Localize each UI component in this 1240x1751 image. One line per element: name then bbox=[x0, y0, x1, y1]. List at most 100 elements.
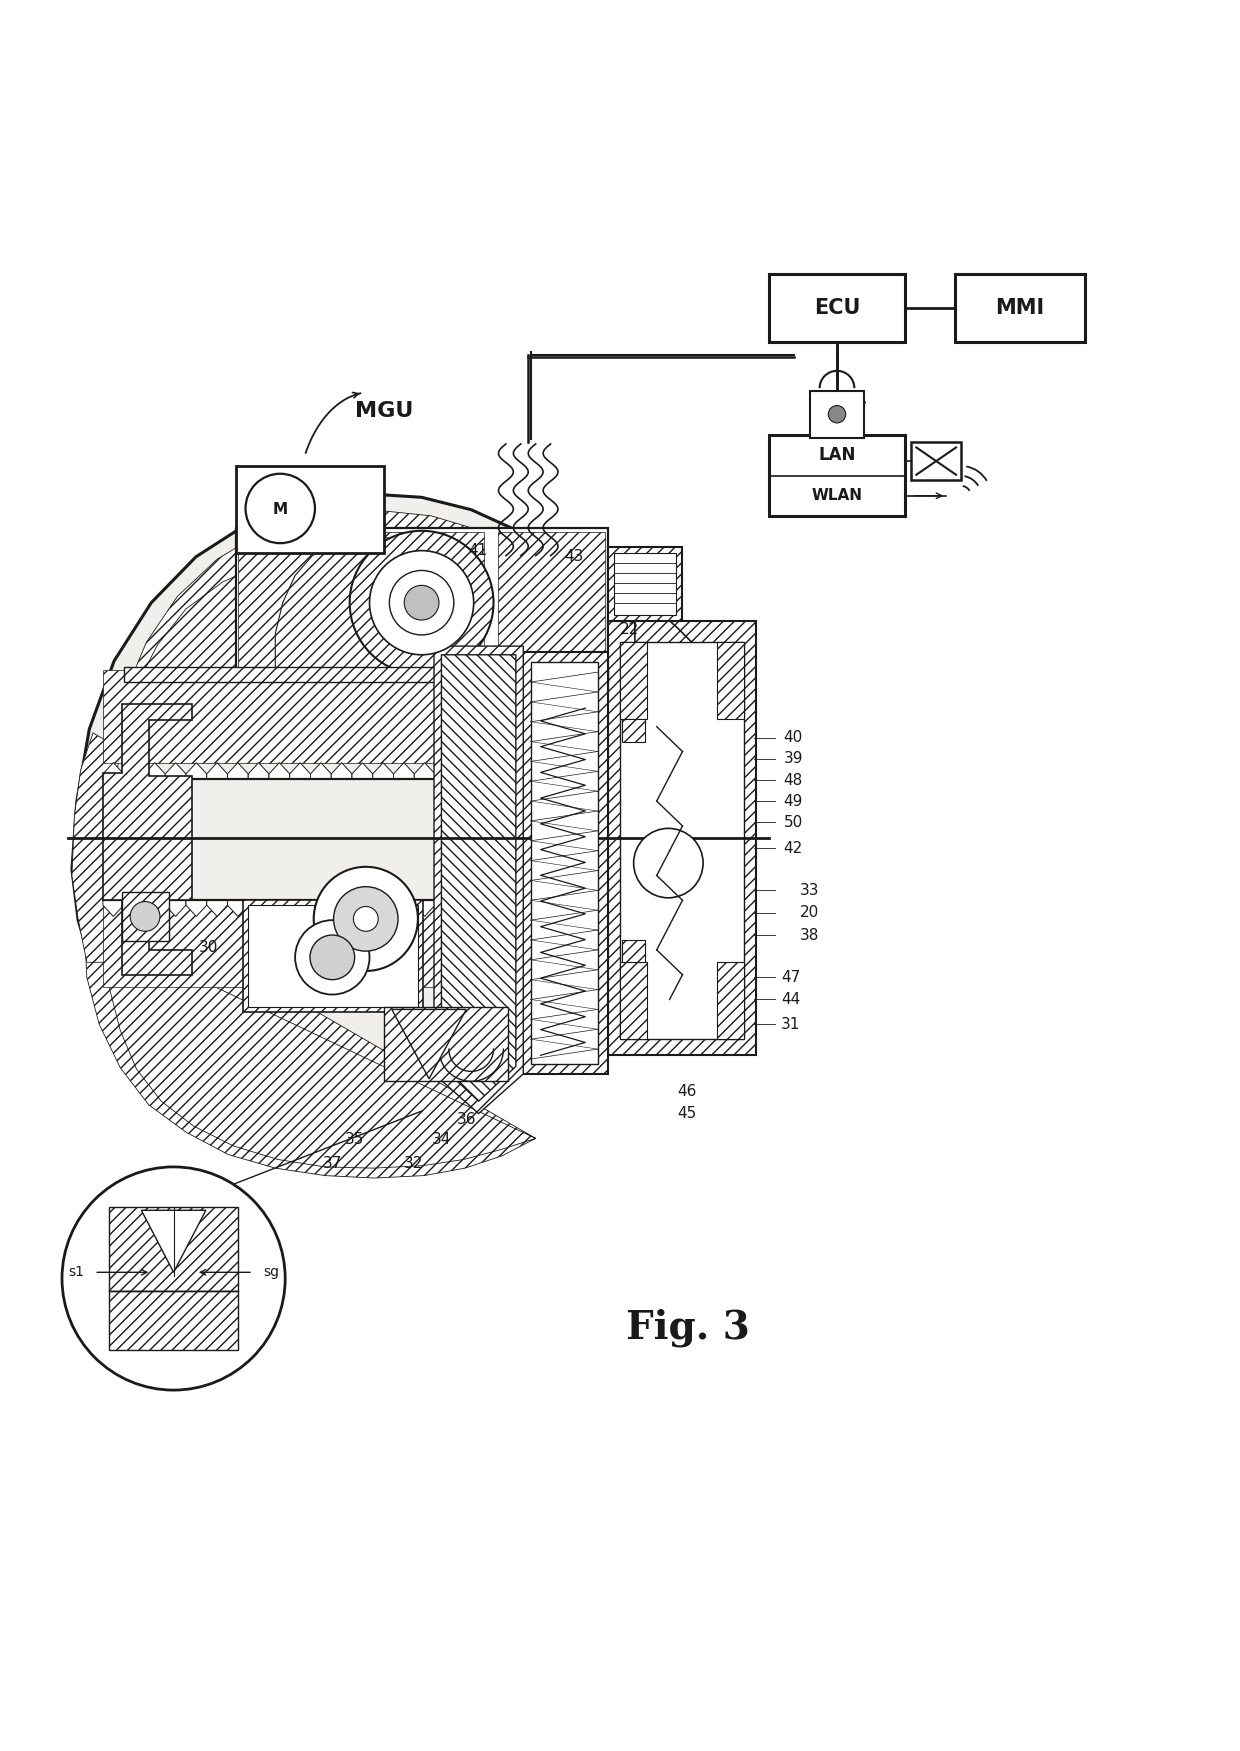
Polygon shape bbox=[456, 763, 476, 779]
Polygon shape bbox=[207, 763, 227, 779]
Polygon shape bbox=[393, 763, 414, 779]
Bar bbox=[717, 643, 744, 720]
Text: WLAN: WLAN bbox=[811, 489, 863, 503]
Text: 20: 20 bbox=[800, 905, 820, 921]
Polygon shape bbox=[518, 900, 539, 916]
Circle shape bbox=[350, 531, 494, 674]
Text: 34: 34 bbox=[432, 1133, 451, 1147]
Circle shape bbox=[246, 475, 315, 543]
Text: 33: 33 bbox=[800, 883, 820, 898]
Bar bbox=[622, 720, 645, 742]
Bar bbox=[614, 553, 676, 615]
Polygon shape bbox=[435, 900, 456, 916]
Text: 47: 47 bbox=[781, 970, 801, 984]
Text: 36: 36 bbox=[456, 1112, 476, 1128]
Polygon shape bbox=[373, 900, 393, 916]
Bar bbox=[521, 653, 608, 1073]
Bar bbox=[103, 669, 580, 763]
Circle shape bbox=[130, 902, 160, 932]
Circle shape bbox=[62, 1166, 285, 1390]
Polygon shape bbox=[290, 900, 310, 916]
Polygon shape bbox=[352, 900, 373, 916]
Bar bbox=[769, 436, 905, 517]
Bar bbox=[384, 1007, 508, 1082]
Text: ECU: ECU bbox=[813, 298, 861, 319]
Circle shape bbox=[828, 406, 846, 424]
Polygon shape bbox=[352, 763, 373, 779]
Polygon shape bbox=[124, 900, 144, 916]
Bar bbox=[124, 667, 608, 683]
Bar bbox=[243, 900, 423, 1012]
Bar bbox=[810, 390, 864, 438]
Bar bbox=[622, 940, 645, 963]
Polygon shape bbox=[518, 763, 539, 779]
Text: 22: 22 bbox=[620, 622, 640, 637]
Polygon shape bbox=[310, 763, 331, 779]
Circle shape bbox=[634, 828, 703, 898]
Bar bbox=[769, 275, 905, 341]
Bar bbox=[236, 466, 384, 553]
Polygon shape bbox=[393, 900, 414, 916]
Text: 40: 40 bbox=[784, 730, 804, 746]
Polygon shape bbox=[290, 763, 310, 779]
Polygon shape bbox=[141, 1210, 206, 1273]
Bar bbox=[620, 963, 647, 1038]
Text: 31: 31 bbox=[781, 1017, 801, 1031]
Circle shape bbox=[310, 935, 355, 979]
Polygon shape bbox=[72, 494, 723, 1058]
Polygon shape bbox=[186, 763, 207, 779]
Text: 49: 49 bbox=[784, 793, 804, 809]
Polygon shape bbox=[476, 763, 497, 779]
Polygon shape bbox=[186, 900, 207, 916]
Polygon shape bbox=[269, 900, 290, 916]
Polygon shape bbox=[227, 763, 248, 779]
Polygon shape bbox=[144, 763, 165, 779]
Bar bbox=[109, 1206, 238, 1290]
Text: MMI: MMI bbox=[996, 298, 1044, 319]
Polygon shape bbox=[331, 763, 352, 779]
Bar bbox=[103, 900, 580, 988]
Polygon shape bbox=[275, 536, 474, 671]
Bar bbox=[608, 622, 756, 1056]
Circle shape bbox=[314, 867, 418, 972]
Text: 35: 35 bbox=[345, 1133, 365, 1147]
Bar bbox=[531, 662, 598, 1065]
Polygon shape bbox=[539, 900, 559, 916]
Text: M: M bbox=[273, 503, 288, 517]
Text: 45: 45 bbox=[677, 1107, 697, 1121]
Text: 30: 30 bbox=[198, 940, 218, 954]
Polygon shape bbox=[373, 763, 393, 779]
Polygon shape bbox=[392, 1009, 466, 1079]
Bar bbox=[109, 1290, 238, 1350]
Text: 48: 48 bbox=[784, 772, 804, 788]
Polygon shape bbox=[72, 734, 114, 963]
Polygon shape bbox=[476, 900, 497, 916]
Polygon shape bbox=[84, 891, 536, 1178]
Polygon shape bbox=[248, 763, 269, 779]
Polygon shape bbox=[144, 900, 165, 916]
Text: sg: sg bbox=[263, 1266, 279, 1280]
Bar bbox=[620, 643, 647, 720]
Polygon shape bbox=[207, 900, 227, 916]
Polygon shape bbox=[435, 763, 456, 779]
Polygon shape bbox=[269, 763, 290, 779]
Circle shape bbox=[295, 919, 370, 995]
Polygon shape bbox=[441, 655, 516, 1101]
Bar bbox=[620, 643, 744, 1038]
Circle shape bbox=[404, 585, 439, 620]
Text: LAN: LAN bbox=[818, 447, 856, 464]
Polygon shape bbox=[635, 615, 717, 868]
Polygon shape bbox=[112, 510, 595, 779]
Bar bbox=[498, 532, 605, 669]
Polygon shape bbox=[310, 900, 331, 916]
Polygon shape bbox=[559, 900, 580, 916]
Text: s1: s1 bbox=[68, 1266, 84, 1280]
Bar bbox=[955, 275, 1085, 341]
Polygon shape bbox=[497, 900, 518, 916]
Text: 37: 37 bbox=[322, 1156, 342, 1171]
Text: 42: 42 bbox=[784, 840, 804, 856]
Text: 43: 43 bbox=[564, 550, 584, 564]
Polygon shape bbox=[103, 763, 124, 779]
Polygon shape bbox=[248, 900, 269, 916]
Polygon shape bbox=[227, 900, 248, 916]
